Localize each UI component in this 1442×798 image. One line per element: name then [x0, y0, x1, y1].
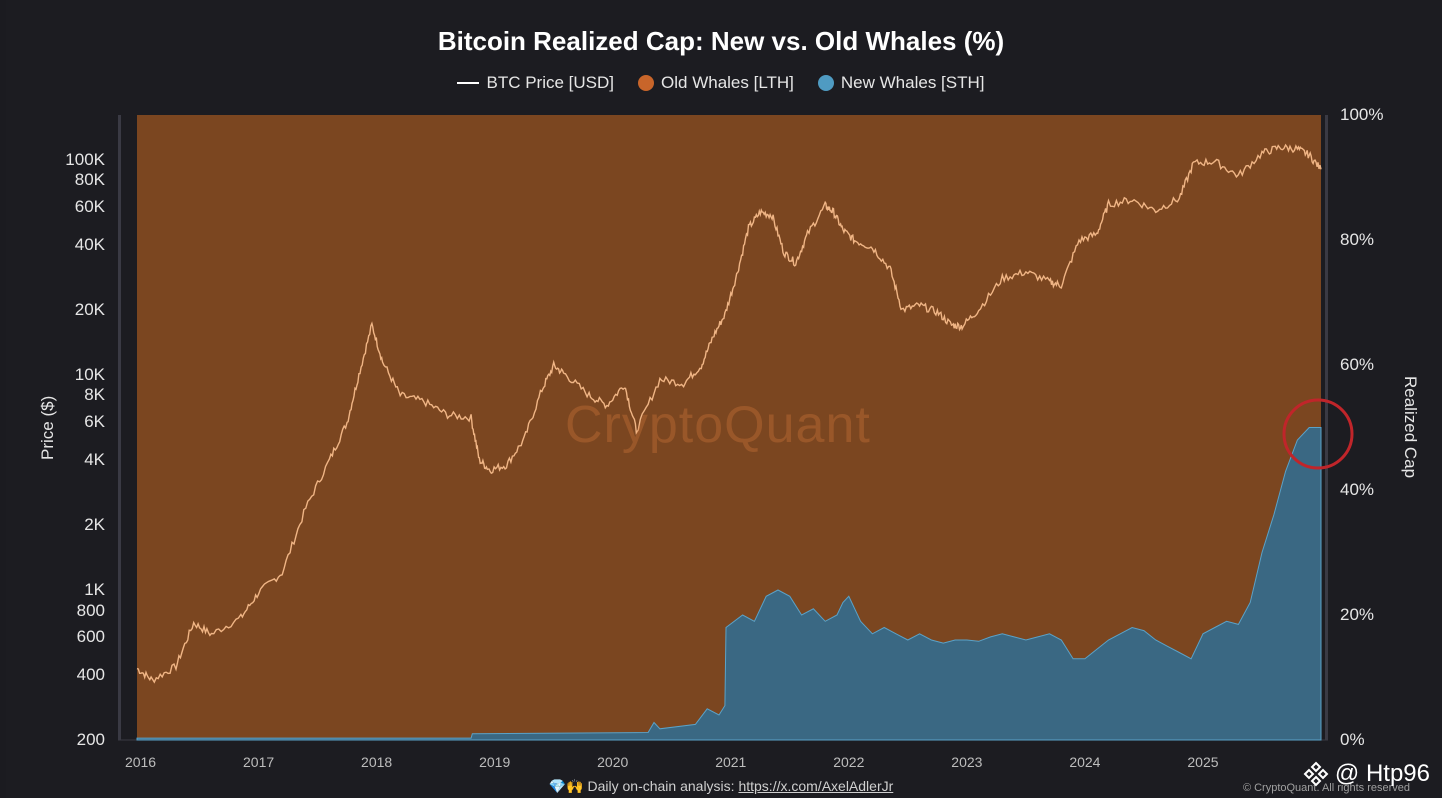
y-tick-left: 8K — [84, 385, 105, 405]
y-tick-right: 60% — [1340, 355, 1375, 374]
copyright: © CryptoQuant. All rights reserved — [1242, 782, 1410, 794]
x-tick: 2021 — [715, 754, 747, 770]
legend-label-new-whales: New Whales [STH] — [840, 73, 985, 92]
dot-icon — [817, 75, 834, 91]
y-tick-left: 100K — [65, 149, 105, 169]
y-tick-left: 20K — [74, 299, 105, 319]
y-tick-left: 4K — [84, 450, 105, 470]
y-tick-left: 200 — [76, 730, 105, 749]
series-area-new-whales — [136, 427, 1322, 741]
line-icon — [457, 82, 480, 84]
y-tick-left: 2K — [84, 514, 105, 534]
chart-title: Bitcoin Realized Cap: New vs. Old Whales… — [437, 26, 1005, 56]
x-tick: 2020 — [597, 754, 629, 770]
y-tick-left: 400 — [76, 665, 105, 685]
y-tick-right: 100% — [1340, 105, 1384, 124]
y-tick-left: 60K — [74, 197, 105, 217]
y-axis-left-line — [118, 115, 121, 740]
y-tick-left: 1K — [84, 579, 105, 599]
legend-label-old-whales: Old Whales [LTH] — [661, 73, 794, 92]
footer: 💎🙌 Daily on-chain analysis: https://x.co… — [0, 778, 1442, 795]
y-tick-left: 600 — [76, 627, 105, 647]
y-tick-right: 0% — [1340, 730, 1365, 749]
highlight-circle — [1282, 398, 1354, 470]
x-tick: 2025 — [1187, 754, 1219, 770]
legend-item-old-whales[interactable]: Old Whales [LTH] — [638, 73, 794, 93]
cryptoquant-watermark: CryptoQuant — [565, 396, 871, 454]
y-tick-left: 800 — [76, 600, 105, 620]
y-tick-left: 10K — [74, 364, 105, 384]
footer-link[interactable]: https://x.com/AxelAdlerJr — [738, 778, 894, 794]
legend-item-new-whales[interactable]: New Whales [STH] — [817, 73, 985, 93]
dot-icon — [638, 75, 655, 91]
y-tick-right: 40% — [1340, 480, 1375, 499]
x-tick: 2023 — [951, 754, 983, 770]
footer-text: Daily on-chain analysis: — [587, 778, 735, 794]
user-watermark: @ Htp96 — [1303, 760, 1430, 788]
binance-diamond-icon — [1303, 761, 1329, 787]
y-axis-left-title: Price ($) — [38, 395, 57, 460]
series-line-btc-price — [136, 143, 1322, 684]
y-tick-left: 40K — [74, 235, 105, 255]
x-tick: 2022 — [833, 754, 865, 770]
legend: BTC Price [USD] Old Whales [LTH] New Wha… — [0, 73, 1442, 93]
x-tick: 2019 — [479, 754, 511, 770]
legend-item-price[interactable]: BTC Price [USD] — [457, 73, 614, 93]
x-tick: 2016 — [124, 754, 157, 770]
x-tick: 2018 — [361, 754, 393, 770]
y-tick-right: 80% — [1340, 230, 1375, 249]
y-tick-left: 80K — [74, 170, 105, 190]
diamond-hands-icon: 💎🙌 — [548, 778, 584, 794]
y-tick-right: 20% — [1340, 605, 1375, 624]
y-tick-left: 6K — [84, 412, 105, 432]
legend-label-price: BTC Price [USD] — [486, 73, 615, 92]
x-tick: 2024 — [1069, 754, 1101, 770]
y-axis-right-line — [1325, 115, 1328, 740]
user-handle: @ Htp96 — [1334, 760, 1430, 787]
x-tick: 2017 — [243, 754, 275, 770]
y-axis-right-title: Realized Cap — [1401, 376, 1420, 479]
